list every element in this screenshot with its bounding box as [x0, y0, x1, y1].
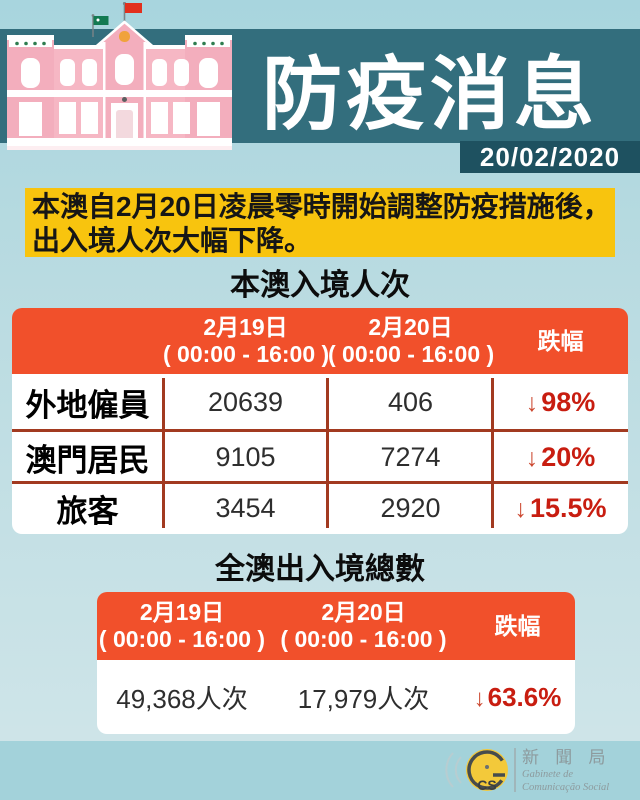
section-title-arrivals: 本澳入境人次 [230, 269, 410, 302]
arrivals-table-body: 外地僱員 20639 406 ↓ 98% 澳門居民 9105 7274 ↓ 20% … [12, 374, 628, 534]
notice-box: 本澳自2月20日凌晨零時開始調整防疫措施後， 出入境人次大幅下降。 [25, 188, 615, 257]
table-divider [12, 429, 628, 432]
arrivals-header-day1: 2月19日 ( 00:00 - 16:00 ) [163, 314, 330, 367]
totals-drop-value: ↓63.6% [473, 681, 562, 712]
logo-letters: CS [477, 777, 496, 793]
row-drop-value: ↓ 15.5% [514, 493, 607, 523]
notice-line-1: 本澳自2月20日凌晨零時開始調整防疫措施後， [32, 191, 611, 222]
totals-day1-value: 49,368人次 [116, 683, 248, 714]
totals-day2-value: 17,979人次 [297, 683, 430, 714]
table-divider [491, 378, 494, 528]
totals-table-body: 49,368人次 17,979人次 ↓63.6% [97, 660, 575, 734]
gcs-emblem-icon: CS [466, 749, 508, 793]
totals-table-header: 2月19日 ( 00:00 - 16:00 ) 2月20日 ( 00:00 - … [97, 592, 575, 660]
row-label: 旅客 [56, 494, 119, 529]
section-title-totals: 全澳出入境總數 [215, 553, 425, 586]
row-day1-value: 9105 [215, 441, 276, 472]
org-name-pt-2: Comunicação Social [522, 782, 609, 793]
org-name-zh: 新 聞 局 [522, 748, 612, 767]
down-arrow-icon: ↓ [473, 684, 486, 712]
row-day2-value: 2920 [380, 493, 441, 523]
footer-band [0, 741, 640, 800]
org-name-pt-1: Gabinete de [522, 769, 573, 780]
down-arrow-icon: ↓ [525, 389, 539, 417]
date-badge: 20/02/2020 [460, 141, 640, 173]
row-day2-value: 406 [387, 387, 434, 417]
arrivals-header-day2: 2月20日 ( 00:00 - 16:00 ) [328, 314, 495, 367]
macau-flag-icon [91, 14, 109, 37]
row-drop-value: ↓ 20% [525, 441, 596, 472]
totals-header-day2: 2月20日 ( 00:00 - 16:00 ) [280, 599, 447, 652]
sound-wave-icon [445, 752, 462, 788]
row-day2-value: 7274 [380, 441, 441, 472]
page-title: 防疫消息 [262, 52, 598, 140]
table-divider [326, 378, 329, 528]
arrivals-header-drop: 跌幅 [537, 327, 584, 354]
arrivals-table-header: 2月19日 ( 00:00 - 16:00 ) 2月20日 ( 00:00 - … [12, 308, 628, 374]
table-divider [162, 378, 165, 528]
row-day1-value: 3454 [215, 493, 276, 523]
gcs-logo: CS 新 聞 局 Gabinete de Comunicação Social [445, 748, 612, 793]
government-building-illustration [7, 2, 232, 150]
totals-header-drop: 跌幅 [494, 612, 541, 639]
row-day1-value: 20639 [207, 387, 284, 417]
notice-line-2: 出入境人次大幅下降。 [32, 225, 313, 256]
table-divider [12, 481, 628, 484]
totals-header-day1: 2月19日 ( 00:00 - 16:00 ) [98, 599, 266, 652]
down-arrow-icon: ↓ [525, 443, 539, 472]
down-arrow-icon: ↓ [514, 495, 527, 523]
row-label: 澳門居民 [25, 442, 150, 478]
row-label: 外地僱員 [25, 388, 150, 423]
row-drop-value: ↓ 98% [525, 387, 596, 417]
